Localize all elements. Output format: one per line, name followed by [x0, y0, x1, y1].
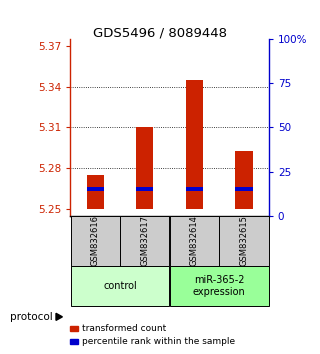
Bar — [186, 187, 203, 191]
Text: miR-365-2
expression: miR-365-2 expression — [193, 275, 245, 297]
Text: GSM832616: GSM832616 — [91, 215, 100, 266]
Text: control: control — [103, 281, 137, 291]
Text: transformed count: transformed count — [82, 324, 166, 333]
Polygon shape — [56, 313, 62, 320]
Text: GDS5496 / 8089448: GDS5496 / 8089448 — [93, 27, 227, 40]
FancyBboxPatch shape — [71, 216, 120, 266]
Polygon shape — [70, 326, 78, 331]
Text: GSM832615: GSM832615 — [239, 215, 249, 266]
Polygon shape — [70, 339, 78, 344]
Text: GSM832614: GSM832614 — [190, 215, 199, 266]
Bar — [136, 187, 154, 191]
FancyBboxPatch shape — [170, 266, 268, 306]
Bar — [86, 175, 104, 209]
Text: GSM832617: GSM832617 — [140, 215, 149, 266]
FancyBboxPatch shape — [220, 216, 268, 266]
Bar — [235, 150, 253, 209]
Text: protocol: protocol — [10, 312, 52, 322]
Bar — [136, 127, 154, 209]
FancyBboxPatch shape — [170, 216, 219, 266]
FancyBboxPatch shape — [71, 266, 169, 306]
Bar — [186, 80, 203, 209]
FancyBboxPatch shape — [120, 216, 169, 266]
Bar — [235, 187, 253, 191]
Bar — [86, 187, 104, 191]
Text: percentile rank within the sample: percentile rank within the sample — [82, 337, 235, 346]
